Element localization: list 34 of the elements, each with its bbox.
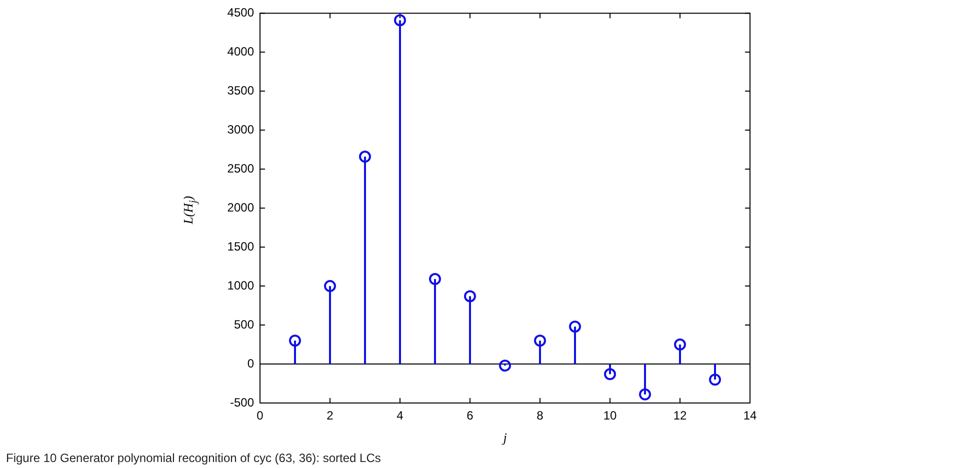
x-tick-label: 6 (466, 408, 474, 423)
x-tick-label: 2 (326, 408, 334, 423)
y-tick-label: 1500 (227, 239, 254, 254)
point (464, 290, 476, 302)
point (394, 14, 406, 26)
x-tick-label: 8 (536, 408, 544, 423)
point (324, 280, 336, 292)
point (534, 334, 546, 347)
point (639, 388, 651, 400)
y-tick-label: 1000 (227, 278, 254, 292)
point (604, 368, 616, 380)
x-tick-label: 10 (603, 408, 617, 423)
x-tick-label: 4 (396, 408, 404, 423)
y-tick-label: 0 (247, 356, 254, 370)
point (429, 273, 441, 286)
y-tick-label: 500 (234, 317, 254, 332)
point (674, 338, 686, 351)
y-tick-label: 4000 (227, 44, 254, 58)
x-axis-title: j (503, 430, 507, 446)
caption: Figure 10 Generator polynomial recognition of cyc (63, 36): sorted LCs (6, 451, 381, 465)
y-tick-label: 3000 (227, 122, 254, 136)
y-tick-label: 2500 (227, 161, 254, 176)
y-tick-label: 2000 (227, 200, 254, 214)
x-tick-label: 14 (743, 408, 757, 423)
point (569, 320, 581, 333)
y-tick-label: -500 (230, 395, 254, 410)
x-tick-label: 12 (673, 408, 687, 423)
y-tick-label: 3500 (227, 83, 254, 98)
y-tick-label: 4500 (227, 6, 254, 20)
x-tick-label: 0 (256, 408, 264, 423)
point (499, 360, 511, 372)
point (289, 334, 301, 347)
point (359, 150, 371, 163)
point (709, 374, 721, 386)
